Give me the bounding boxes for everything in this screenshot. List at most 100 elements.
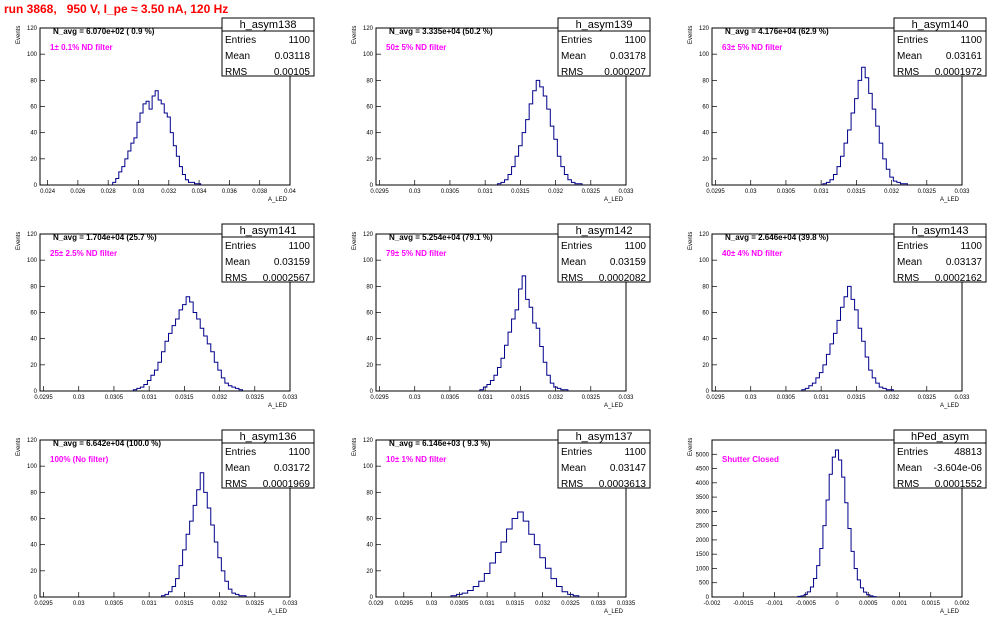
x-tick-label: 0.0325 [918, 189, 937, 195]
stat-label: RMS [897, 273, 920, 284]
stat-title: h_asym136 [240, 431, 297, 443]
navg-label: N_avg = 6.070e+02 ( 0.9 %) [53, 27, 155, 36]
stat-label: Mean [225, 257, 250, 268]
stat-value: 0.03137 [946, 257, 983, 268]
y-tick-label: 100 [363, 52, 374, 58]
stat-label: RMS [225, 67, 248, 78]
x-tick-label: 0.0325 [561, 601, 580, 607]
x-tick-label: 0.0315 [847, 395, 866, 401]
x-tick-label: 0.026 [70, 189, 86, 195]
histogram-panel-h_asym136: 0 20 40 60 80 100 120 0.0295 0.03 0.0305 0.031 0.03… [16, 429, 315, 615]
navg-label: N_avg = 6.642e+04 (100.0 %) [53, 439, 161, 448]
navg-label: N_avg = 2.646e+04 (39.8 %) [725, 233, 829, 242]
x-tick-label: 0.0325 [918, 395, 937, 401]
y-tick-label: 80 [366, 490, 373, 496]
stat-value: 0.0002567 [263, 273, 311, 284]
x-tick-label: 0.03 [73, 395, 85, 401]
x-tick-label: 0.031 [478, 189, 494, 195]
navg-label: N_avg = 5.254e+04 (79.1 %) [389, 233, 493, 242]
stat-value: 0.0002082 [599, 273, 647, 284]
y-tick-label: 120 [27, 26, 38, 32]
stat-value: 1100 [624, 447, 646, 458]
y-tick-label: 20 [702, 157, 709, 163]
x-tick-label: 0.029 [368, 601, 384, 607]
x-tick-label: 0.0305 [441, 395, 460, 401]
x-tick-label: 0.032 [548, 189, 564, 195]
y-tick-label: 4500 [696, 467, 710, 473]
stat-box [557, 17, 651, 77]
stat-title: hPed_asym [911, 431, 969, 443]
y-tick-label: 100 [363, 464, 374, 470]
x-tick-label: 0.04 [284, 189, 296, 195]
y-axis-label: Events [352, 438, 358, 456]
histogram-line [822, 66, 908, 185]
x-tick-label: 0.0315 [511, 189, 530, 195]
y-tick-label: 80 [366, 284, 373, 290]
x-tick-label: 0.031 [142, 395, 158, 401]
y-tick-label: 60 [702, 105, 709, 111]
x-tick-label: 0.033 [282, 601, 298, 607]
x-tick-label: 0.038 [252, 189, 268, 195]
stat-value: 0.03159 [610, 257, 647, 268]
x-tick-label: 0.03 [745, 395, 757, 401]
x-axis-label: A_LED [268, 197, 288, 203]
histogram-line [801, 285, 894, 391]
filter-label: 100% (No filter) [50, 455, 109, 464]
y-tick-label: 40 [30, 131, 37, 137]
stat-label: RMS [561, 479, 584, 490]
stat-value: 1100 [288, 35, 310, 46]
x-axis-label: A_LED [604, 609, 624, 615]
x-tick-label: 0.03 [409, 395, 421, 401]
x-tick-label: 0.0295 [34, 395, 53, 401]
x-tick-label: 0.0325 [246, 395, 265, 401]
stat-title: h_asym142 [576, 225, 633, 237]
x-tick-label: -0.0005 [796, 601, 817, 607]
histogram-line [112, 90, 202, 185]
x-tick-label: 0.03 [409, 189, 421, 195]
x-tick-label: 0.0305 [441, 189, 460, 195]
y-tick-label: 0 [370, 183, 374, 189]
y-tick-label: 80 [30, 78, 37, 84]
y-tick-label: 0 [34, 389, 38, 395]
y-tick-label: 500 [699, 581, 710, 587]
x-tick-label: 0.0305 [105, 395, 124, 401]
y-tick-label: 120 [363, 438, 374, 444]
histogram-panel-h_asym142: 0 20 40 60 80 100 120 0.0295 0.03 0.0305 0.031 0.03… [352, 223, 651, 409]
y-tick-label: 20 [30, 157, 37, 163]
y-tick-label: 60 [30, 517, 37, 523]
x-tick-label: 0.0315 [506, 601, 525, 607]
stat-box [893, 429, 987, 489]
x-tick-label: 0.03 [426, 601, 438, 607]
stat-value: 0.03161 [946, 51, 983, 62]
y-tick-label: 0 [34, 595, 38, 601]
x-tick-label: -0.001 [766, 601, 784, 607]
y-axis-label: Events [16, 438, 22, 456]
y-tick-label: 2000 [696, 538, 710, 544]
x-tick-label: 0.033 [954, 189, 970, 195]
y-tick-label: 100 [699, 258, 710, 264]
histogram-panel-h_asym137: 0 20 40 60 80 100 120 0.029 0.0295 0.03 0.0305 0.03… [352, 429, 651, 615]
y-tick-label: 120 [27, 438, 38, 444]
histogram-line [797, 449, 877, 598]
x-tick-label: 0.033 [618, 189, 634, 195]
x-tick-label: 0.031 [814, 189, 830, 195]
x-tick-label: 0.0325 [582, 395, 601, 401]
x-tick-label: 0.001 [892, 601, 908, 607]
stat-label: RMS [561, 273, 584, 284]
stat-value: 1100 [960, 241, 982, 252]
stat-value: 0.0001969 [263, 479, 311, 490]
x-tick-label: 0.033 [618, 395, 634, 401]
stat-box [893, 17, 987, 77]
histogram-panel-h_asym138: 0 20 40 60 80 100 120 0.024 0.026 0.028 0.03 0.032 0… [16, 17, 315, 203]
stat-value: 0.0001552 [935, 479, 983, 490]
stat-label: RMS [897, 67, 920, 78]
stat-label: Entries [225, 241, 256, 252]
stat-value: 0.0002162 [935, 273, 983, 284]
x-axis-label: A_LED [604, 403, 624, 409]
histogram-line [450, 511, 580, 597]
x-tick-label: 0.0005 [859, 601, 878, 607]
y-tick-label: 4000 [696, 481, 710, 487]
stat-label: Mean [225, 463, 250, 474]
navg-label: N_avg = 3.335e+04 (50.2 %) [389, 27, 493, 36]
stat-label: Mean [561, 463, 586, 474]
